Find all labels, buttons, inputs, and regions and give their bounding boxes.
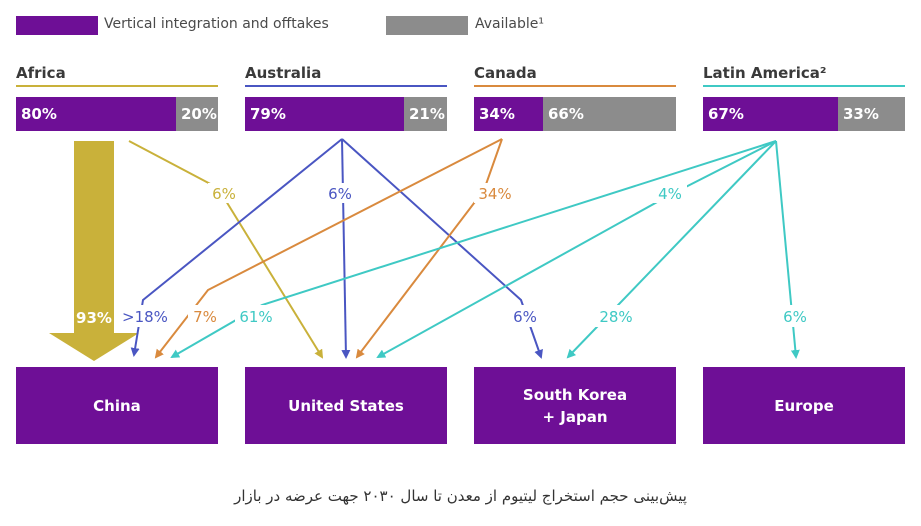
share-bar-vertical-australia: 79% [245, 97, 404, 131]
flow-arrow-australia-korea [341, 138, 543, 359]
flow-arrow-australia-china [130, 138, 343, 357]
flow-label-latam-korea: 28% [599, 308, 632, 326]
flow-label-latam-china: 61% [239, 308, 272, 326]
region-line-africa [16, 85, 218, 87]
flow-label-australia-us: 6% [328, 185, 352, 203]
region-line-australia [245, 85, 447, 87]
flow-label-australia-china: >18% [122, 308, 168, 326]
caption: پیش‌بینی حجم استخراج لیتیوم از معدن تا س… [234, 487, 687, 505]
legend-label-available: Available¹ [475, 16, 544, 32]
share-bar-available-australia: 21% [404, 97, 447, 131]
region-line-latin-america [703, 85, 905, 87]
region-label-africa: Africa [16, 64, 66, 82]
flow-label-latam-us: 4% [658, 185, 682, 203]
legend-swatch-available [386, 16, 468, 35]
share-bar-vertical-latin-america: 67% [703, 97, 838, 131]
legend-swatch-vertical [16, 16, 98, 35]
flow-label-canada-us: 34% [478, 185, 511, 203]
destination-china: China [16, 367, 218, 444]
flow-label-africa-china: 93% [76, 309, 112, 327]
flow-label-latam-europe: 6% [783, 308, 807, 326]
share-bar-vertical-canada: 34% [474, 97, 543, 131]
destination-europe: Europe [703, 367, 905, 444]
region-label-australia: Australia [245, 64, 322, 82]
flow-label-canada-china: 7% [193, 308, 217, 326]
flow-label-africa-us: 6% [212, 185, 236, 203]
share-bar-vertical-africa: 80% [16, 97, 176, 131]
region-line-canada [474, 85, 676, 87]
flow-arrow-australia-us [341, 138, 351, 359]
share-bar-available-canada: 66% [543, 97, 676, 131]
region-label-canada: Canada [474, 64, 537, 82]
legend-label-vertical: Vertical integration and offtakes [104, 16, 329, 32]
destination-united-states: United States [245, 367, 447, 444]
region-label-latin-america: Latin America² [703, 64, 827, 82]
flow-arrow-canada-china [154, 138, 503, 359]
share-bar-available-africa: 20% [176, 97, 218, 131]
destination-south-korea-japan: South Korea + Japan [474, 367, 676, 444]
share-bar-available-latin-america: 33% [838, 97, 905, 131]
flow-arrow-africa-china [49, 141, 139, 361]
flow-label-australia-korea: 6% [513, 308, 537, 326]
